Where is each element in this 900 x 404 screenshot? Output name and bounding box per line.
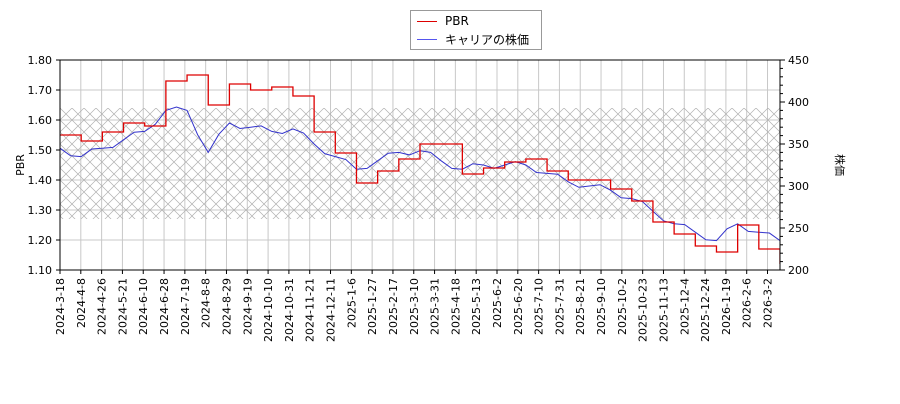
left-tick-label: 1.50	[28, 144, 53, 157]
x-tick-label: 2024-6-10	[137, 278, 150, 335]
right-tick-label: 200	[788, 264, 809, 277]
legend-item-pbr: PBR	[417, 13, 469, 29]
right-tick-label: 400	[788, 96, 809, 109]
x-tick-label: 2025-7-31	[553, 278, 566, 335]
x-tick-label: 2024-9-19	[241, 278, 254, 335]
x-tick-label: 2025-12-4	[678, 278, 691, 335]
x-tick-label: 2024-4-26	[96, 278, 109, 335]
x-tick-label: 2025-6-2	[491, 278, 504, 328]
x-tick-label: 2025-1-27	[366, 278, 379, 335]
legend-label: PBR	[445, 14, 469, 28]
x-tick-label: 2024-8-8	[200, 278, 213, 328]
legend-label: キャリアの株価	[445, 32, 530, 47]
x-tick-label: 2026-2-6	[741, 278, 754, 328]
x-tick-label: 2025-6-20	[512, 278, 525, 335]
right-tick-label: 300	[788, 180, 809, 193]
x-tick-label: 2024-10-10	[262, 278, 275, 342]
right-tick-label: 250	[788, 222, 809, 235]
x-tick-label: 2025-3-31	[429, 278, 442, 335]
pbr-line	[60, 74, 780, 264]
x-tick-label: 2025-2-17	[387, 278, 400, 335]
x-tick-label: 2024-7-19	[179, 278, 192, 335]
left-tick-label: 1.60	[28, 114, 53, 127]
x-tick-label: 2025-5-13	[470, 278, 483, 335]
hatched-band	[60, 108, 780, 219]
left-axis-label: PBR	[14, 154, 27, 176]
x-tick-label: 2025-10-2	[616, 278, 629, 335]
x-tick-label: 2025-12-24	[699, 278, 712, 342]
left-tick-label: 1.70	[28, 84, 53, 97]
legend: PBR キャリアの株価	[410, 10, 542, 50]
x-tick-label: 2024-6-28	[158, 278, 171, 335]
x-tick-label: 2025-9-10	[595, 278, 608, 335]
legend-item-price: キャリアの株価	[417, 31, 529, 47]
pbr-swatch-icon	[417, 20, 437, 22]
right-axis-label: 株価	[833, 154, 847, 176]
x-tick-label: 2025-8-21	[574, 278, 587, 335]
x-tick-label: 2025-7-10	[533, 278, 546, 335]
left-tick-label: 1.10	[28, 264, 53, 277]
x-tick-label: 2024-4-8	[75, 278, 88, 328]
x-tick-label: 2024-8-29	[220, 278, 233, 335]
x-tick-label: 2024-5-21	[116, 278, 129, 335]
x-tick-label: 2024-12-11	[325, 278, 338, 342]
x-tick-label: 2025-10-23	[637, 278, 650, 342]
x-axis: 2024-3-18 2024-4-8 2024-4-26 2024-5-21 2024-…	[54, 270, 775, 342]
right-tick-label: 450	[788, 54, 809, 67]
left-tick-label: 1.40	[28, 174, 53, 187]
x-tick-label: 2024-3-18	[54, 278, 67, 335]
x-tick-label: 2024-11-21	[304, 278, 317, 342]
left-axis: 1.80 1.70 1.60 1.50 1.40 1.30 1.20 1.10	[28, 54, 60, 277]
right-tick-label: 350	[788, 138, 809, 151]
price-swatch-icon	[417, 38, 437, 40]
x-tick-label: 2025-4-18	[449, 278, 462, 335]
right-axis: 450 400 350 300 250 200	[780, 54, 809, 277]
x-tick-label: 2025-11-13	[657, 278, 670, 342]
x-tick-label: 2026-3-2	[762, 278, 775, 328]
left-tick-label: 1.20	[28, 234, 53, 247]
plot-frame	[59, 59, 781, 271]
left-tick-label: 1.30	[28, 204, 53, 217]
left-tick-label: 1.80	[28, 54, 53, 67]
x-tick-label: 2025-3-10	[408, 278, 421, 335]
x-tick-label: 2026-1-19	[720, 278, 733, 335]
x-tick-label: 2024-10-31	[283, 278, 296, 342]
x-tick-label: 2025-1-6	[345, 278, 358, 328]
